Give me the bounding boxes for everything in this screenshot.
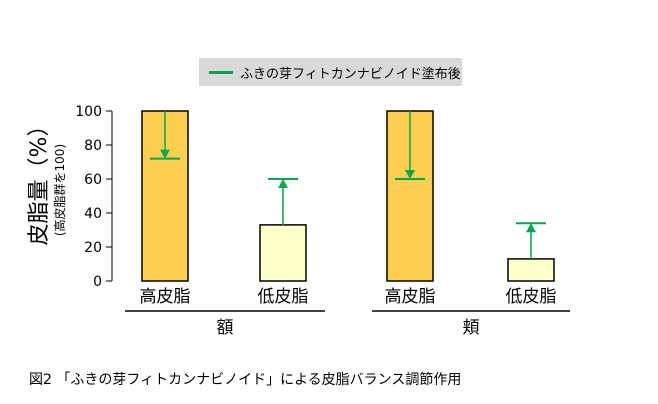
category-label: 高皮脂 bbox=[385, 287, 436, 307]
bar bbox=[259, 224, 307, 282]
y-tick-label: 40 bbox=[84, 206, 102, 222]
legend-label: ふきの芽フィトカンナビノイド塗布後 bbox=[240, 66, 461, 82]
change-arrow-head bbox=[160, 149, 170, 159]
y-tick-label: 20 bbox=[84, 240, 102, 256]
y-axis-title: 皮脂量（%） bbox=[27, 115, 52, 246]
figure-caption: 図2 「ふきの芽フィトカンナビノイド」による皮脂バランス調節作用 bbox=[29, 372, 462, 388]
legend: ふきの芽フィトカンナビノイド塗布後 bbox=[199, 58, 462, 86]
y-axis-subtitle: (高皮脂群を100) bbox=[52, 144, 67, 236]
y-tick-label: 60 bbox=[84, 172, 102, 188]
change-arrow-head bbox=[405, 170, 415, 179]
y-tick-label: 0 bbox=[93, 274, 102, 290]
change-arrow-head bbox=[526, 223, 536, 233]
group-label: 頬 bbox=[463, 318, 480, 338]
bar bbox=[507, 258, 555, 282]
y-axis: 0 20 40 60 80 100 bbox=[75, 104, 113, 290]
y-tick-label: 80 bbox=[84, 138, 102, 154]
bars bbox=[141, 110, 555, 282]
category-label: 低皮脂 bbox=[258, 287, 309, 307]
category-label: 低皮脂 bbox=[506, 287, 557, 307]
group-label: 額 bbox=[217, 318, 234, 338]
legend-swatch bbox=[209, 70, 233, 74]
y-tick-label: 100 bbox=[75, 104, 102, 120]
change-arrow-head bbox=[278, 179, 288, 188]
category-label: 高皮脂 bbox=[140, 287, 191, 307]
markers bbox=[150, 111, 546, 259]
